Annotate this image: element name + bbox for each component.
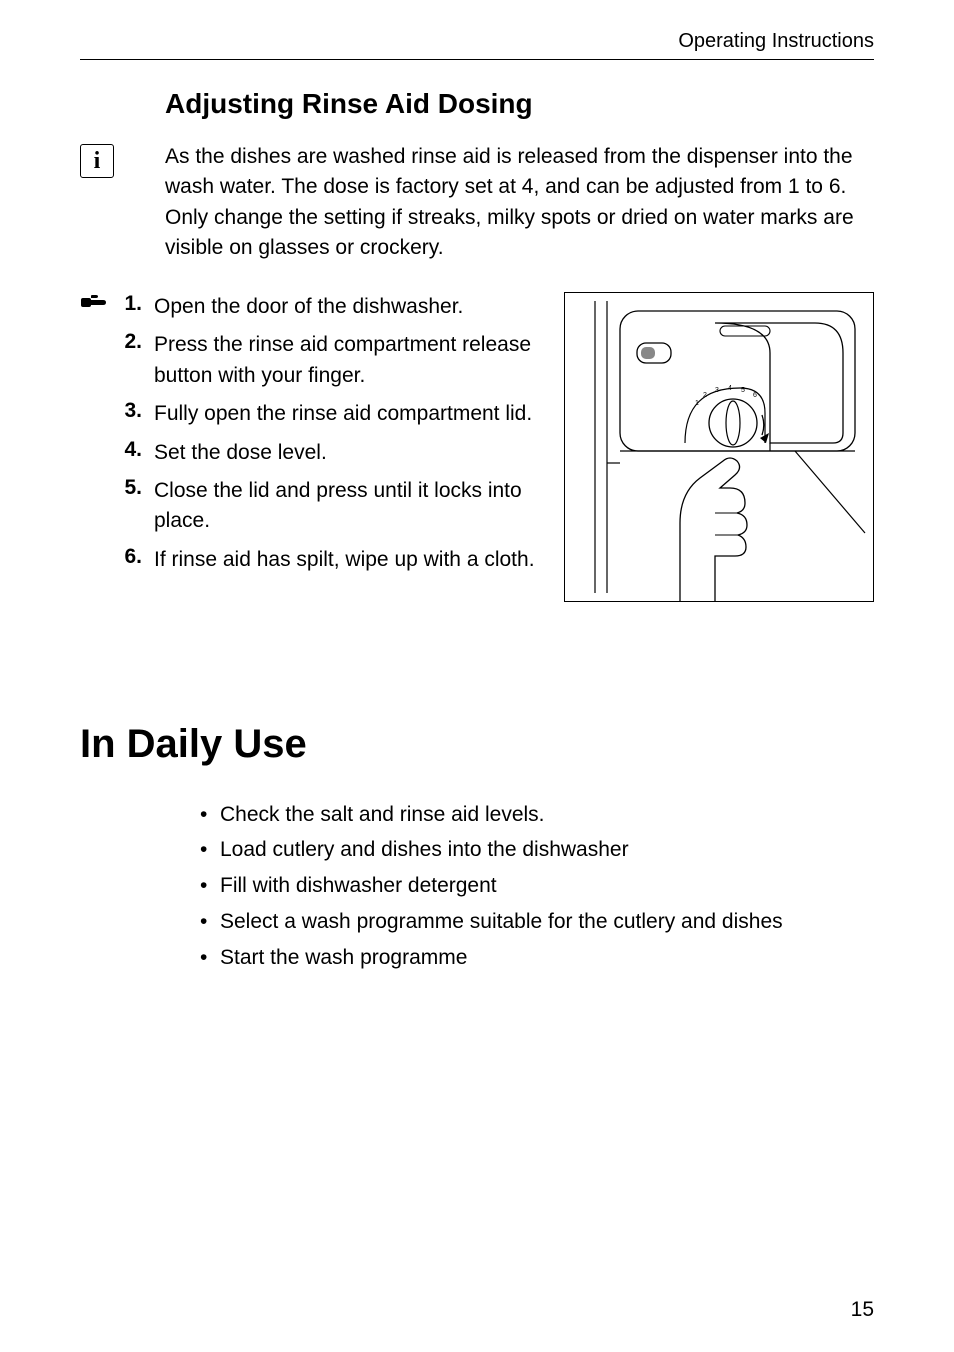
- step-number: 5.: [114, 476, 148, 500]
- bullet-text: Check the salt and rinse aid levels.: [220, 797, 545, 833]
- step-number: 4.: [114, 438, 148, 462]
- rinse-aid-figure: 1 2 3 4 5 6: [564, 292, 874, 602]
- page-number: 15: [851, 1298, 874, 1322]
- svg-text:5: 5: [741, 387, 745, 394]
- header-title: Operating Instructions: [80, 30, 874, 53]
- hand-point-icon: [80, 292, 114, 312]
- step-text: If rinse aid has spilt, wipe up with a c…: [154, 545, 535, 575]
- daily-bullet-list: • Check the salt and rinse aid levels. •…: [200, 797, 874, 975]
- bullet-icon: •: [200, 832, 220, 868]
- step-text: Fully open the rinse aid compartment lid…: [154, 399, 532, 429]
- step-text: Press the rinse aid compartment release …: [154, 330, 544, 391]
- step-item: 5. Close the lid and press until it lock…: [80, 476, 544, 537]
- bullet-icon: •: [200, 868, 220, 904]
- steps-column: 1. Open the door of the dishwasher. 2. P…: [80, 292, 544, 584]
- step-item: 3. Fully open the rinse aid compartment …: [80, 399, 544, 429]
- svg-text:2: 2: [703, 392, 707, 399]
- list-item: • Check the salt and rinse aid levels.: [200, 797, 874, 833]
- step-number: 3.: [114, 399, 148, 423]
- bullet-icon: •: [200, 797, 220, 833]
- info-icon: i: [80, 144, 114, 178]
- section-title: Adjusting Rinse Aid Dosing: [165, 88, 874, 120]
- info-block: i As the dishes are washed rinse aid is …: [80, 142, 874, 264]
- svg-text:3: 3: [715, 387, 719, 394]
- step-item: 1. Open the door of the dishwasher.: [80, 292, 544, 322]
- info-paragraph: As the dishes are washed rinse aid is re…: [165, 142, 874, 264]
- step-text: Close the lid and press until it locks i…: [154, 476, 544, 537]
- bullet-icon: •: [200, 940, 220, 976]
- bullet-text: Load cutlery and dishes into the dishwas…: [220, 832, 629, 868]
- bullet-text: Select a wash programme suitable for the…: [220, 904, 783, 940]
- svg-text:4: 4: [728, 385, 732, 392]
- bullet-icon: •: [200, 904, 220, 940]
- steps-row: 1. Open the door of the dishwasher. 2. P…: [80, 292, 874, 602]
- svg-text:1: 1: [695, 400, 699, 407]
- list-item: • Fill with dishwasher detergent: [200, 868, 874, 904]
- daily-use-title: In Daily Use: [80, 722, 874, 767]
- step-item: 4. Set the dose level.: [80, 438, 544, 468]
- step-number: 6.: [114, 545, 148, 569]
- bullet-text: Fill with dishwasher detergent: [220, 868, 497, 904]
- svg-text:6: 6: [753, 392, 757, 399]
- page-container: Operating Instructions Adjusting Rinse A…: [0, 0, 954, 1352]
- list-item: • Select a wash programme suitable for t…: [200, 904, 874, 940]
- step-number: 1.: [114, 292, 148, 316]
- step-item: 6. If rinse aid has spilt, wipe up with …: [80, 545, 544, 575]
- header-rule: [80, 59, 874, 60]
- list-item: • Start the wash programme: [200, 940, 874, 976]
- list-item: • Load cutlery and dishes into the dishw…: [200, 832, 874, 868]
- bullet-text: Start the wash programme: [220, 940, 467, 976]
- step-text: Open the door of the dishwasher.: [154, 292, 463, 322]
- step-number: 2.: [114, 330, 148, 354]
- step-text: Set the dose level.: [154, 438, 327, 468]
- step-item: 2. Press the rinse aid compartment relea…: [80, 330, 544, 391]
